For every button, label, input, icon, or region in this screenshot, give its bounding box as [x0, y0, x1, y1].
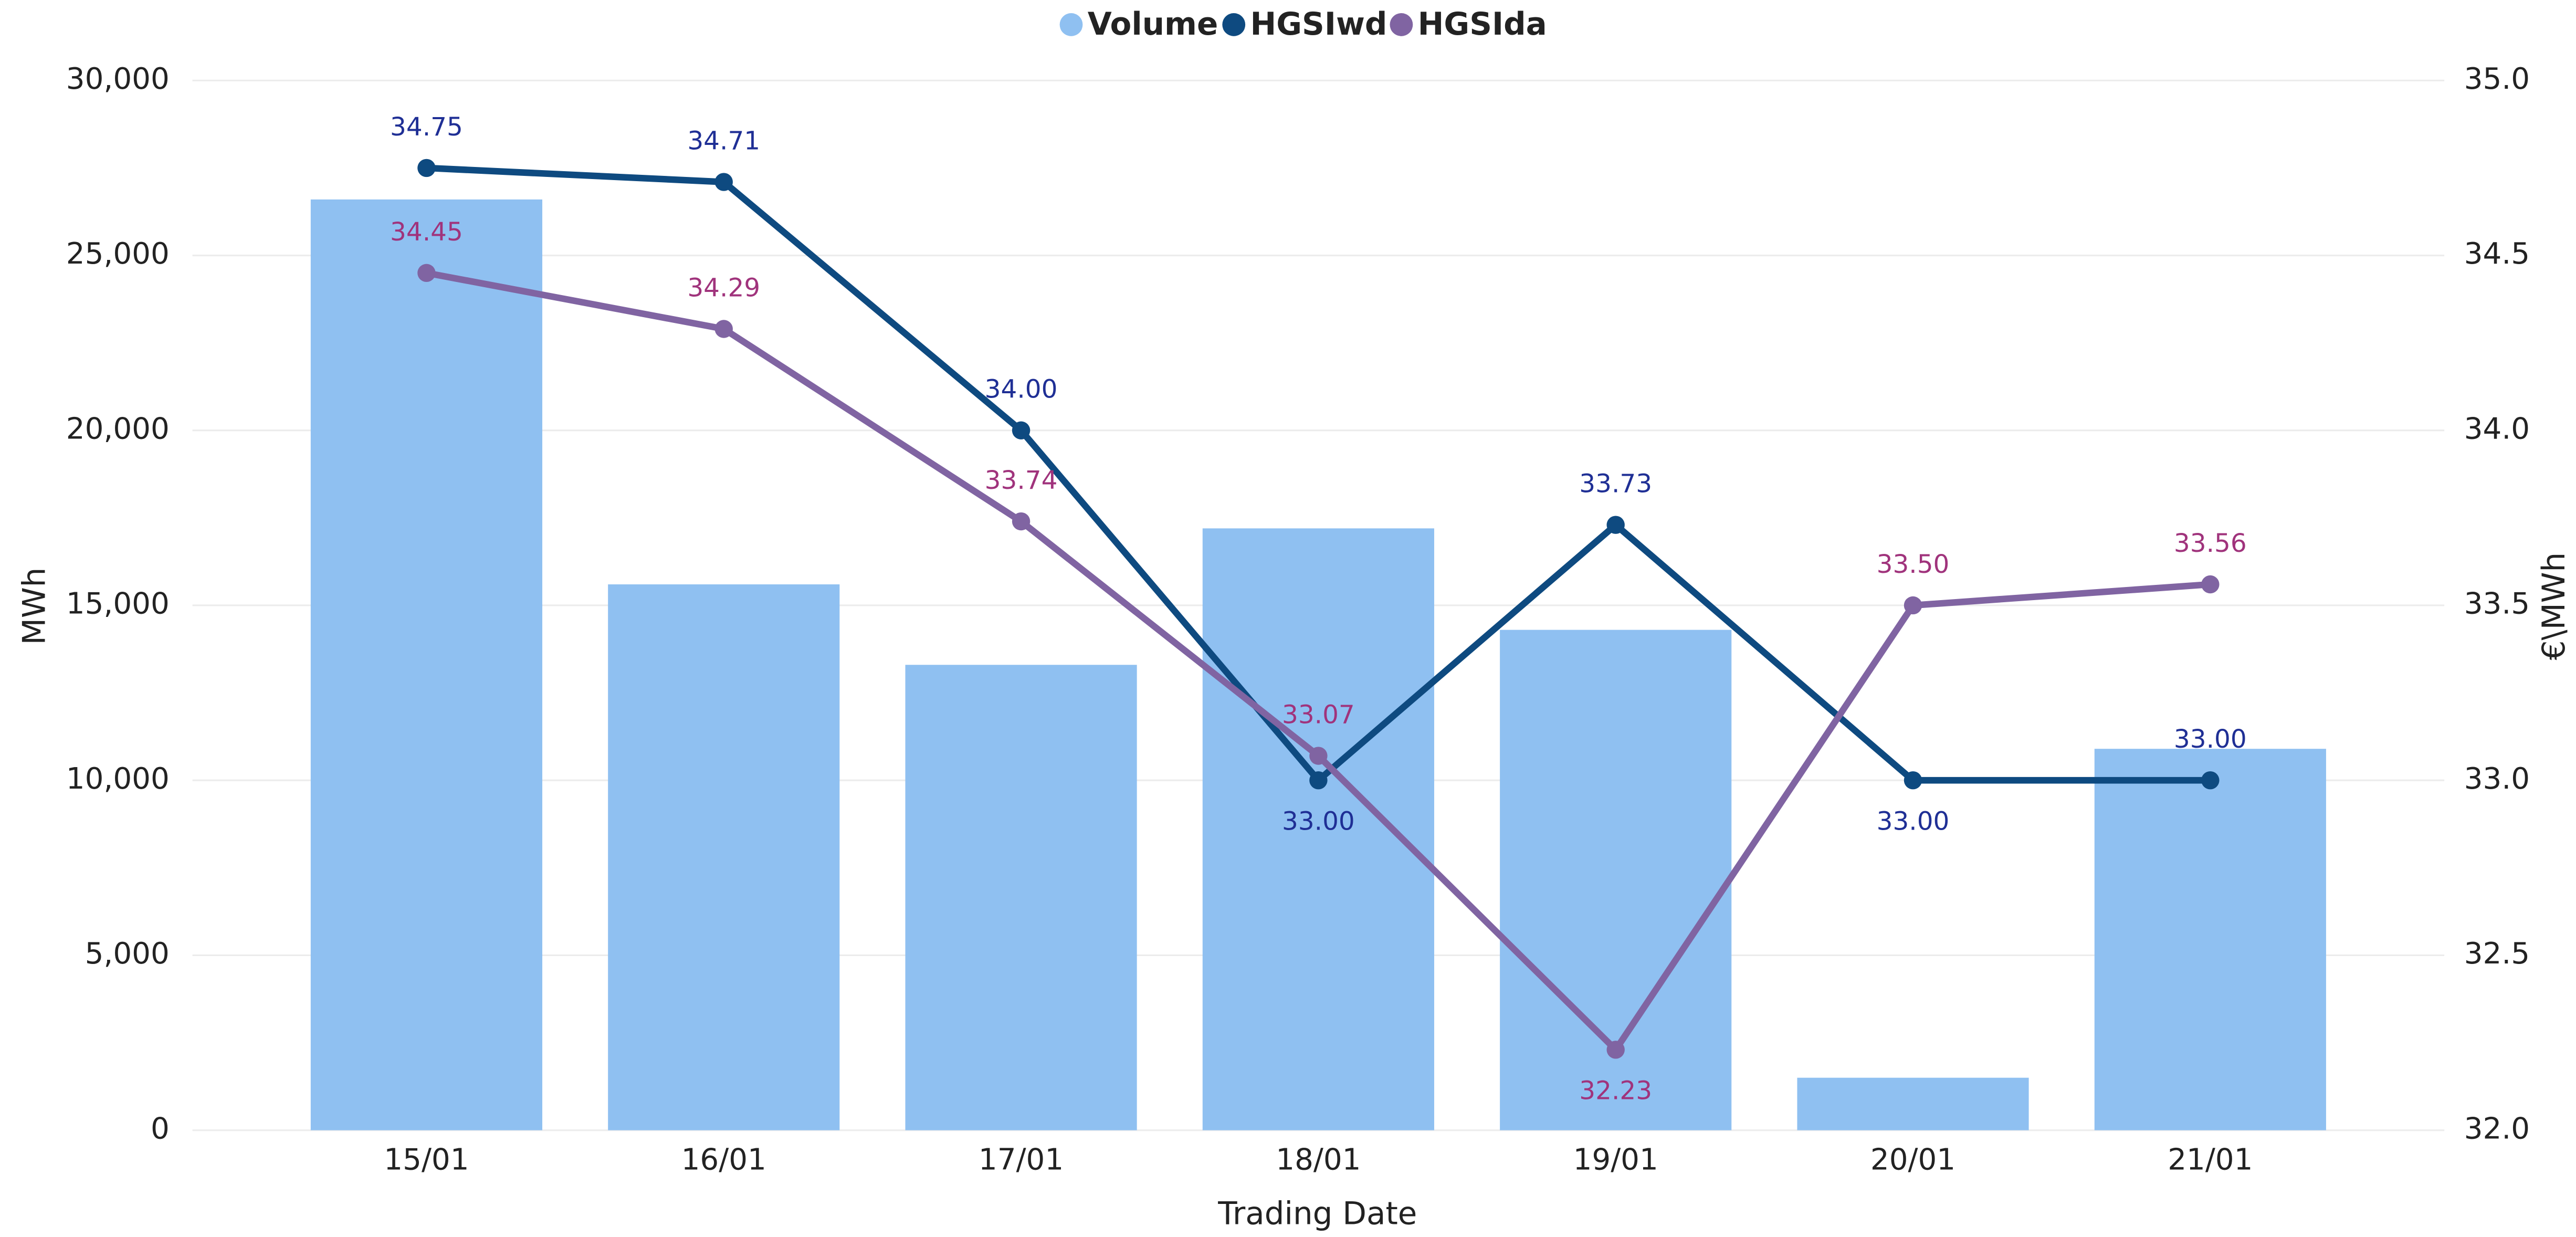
y-tick-label: 5,000 [85, 937, 170, 971]
data-label: 33.07 [1282, 700, 1355, 729]
bar [905, 665, 1137, 1130]
line-point [1606, 516, 1625, 534]
line-point [2201, 771, 2220, 790]
x-tick-label: 16/01 [681, 1143, 766, 1177]
y2-tick-label: 32.0 [2464, 1112, 2530, 1146]
line-point [1309, 747, 1328, 765]
x-tick-label: 17/01 [979, 1143, 1064, 1177]
x-tick-label: 20/01 [1870, 1143, 1955, 1177]
y-tick-label: 30,000 [66, 62, 170, 96]
legend-marker [1222, 13, 1246, 36]
y2-tick-label: 34.5 [2464, 237, 2530, 271]
bar [608, 584, 840, 1130]
data-label: 34.29 [687, 273, 760, 302]
line-point [1904, 771, 1922, 790]
data-label: 34.71 [687, 126, 760, 155]
y2-tick-label: 33.5 [2464, 587, 2530, 621]
bar [1797, 1077, 2029, 1130]
data-label: 33.00 [1282, 807, 1355, 836]
x-tick-label: 21/01 [2168, 1143, 2253, 1177]
y-tick-label: 20,000 [66, 412, 170, 446]
line-point [417, 264, 436, 282]
line-point [1309, 771, 1328, 790]
bar [2094, 749, 2326, 1130]
data-label: 33.73 [1579, 469, 1652, 499]
legend-label: Volume [1088, 6, 1218, 43]
bar [310, 199, 543, 1130]
data-label: 33.00 [1877, 807, 1950, 836]
legend-label: HGSIwd [1250, 6, 1387, 43]
x-tick-label: 19/01 [1573, 1143, 1658, 1177]
line-point [1012, 421, 1031, 439]
y-tick-label: 10,000 [66, 762, 170, 796]
x-tick-label: 15/01 [384, 1143, 469, 1177]
y-tick-label: 0 [151, 1112, 170, 1146]
x-tick-label: 18/01 [1276, 1143, 1361, 1177]
y-tick-label: 25,000 [66, 237, 170, 271]
y-axis-title: MWh [16, 568, 52, 645]
y-tick-label: 15,000 [66, 587, 170, 621]
data-label: 34.45 [390, 217, 463, 247]
line-point [1012, 512, 1031, 531]
line-point [1606, 1041, 1625, 1059]
y2-axis-title: €\MWh [2536, 552, 2572, 661]
y2-tick-label: 33.0 [2464, 762, 2530, 796]
line-point [714, 320, 733, 338]
y2-tick-label: 35.0 [2464, 62, 2530, 96]
data-label: 33.56 [2174, 529, 2247, 558]
line-point [1904, 596, 1922, 615]
line-point [417, 159, 436, 177]
legend-marker [1059, 13, 1083, 36]
x-axis-title: Trading Date [1217, 1196, 1417, 1232]
data-label: 34.00 [985, 375, 1058, 404]
legend-label: HGSIda [1418, 6, 1547, 43]
y2-tick-label: 32.5 [2464, 937, 2530, 971]
data-label: 33.50 [1877, 550, 1950, 579]
line-point [2201, 575, 2220, 594]
data-label: 32.23 [1579, 1076, 1652, 1106]
data-label: 33.00 [2174, 725, 2247, 754]
y2-tick-label: 34.0 [2464, 412, 2530, 446]
line-point [714, 173, 733, 191]
legend-marker [1390, 13, 1413, 36]
data-label: 33.74 [985, 466, 1058, 495]
data-label: 34.75 [390, 112, 463, 142]
